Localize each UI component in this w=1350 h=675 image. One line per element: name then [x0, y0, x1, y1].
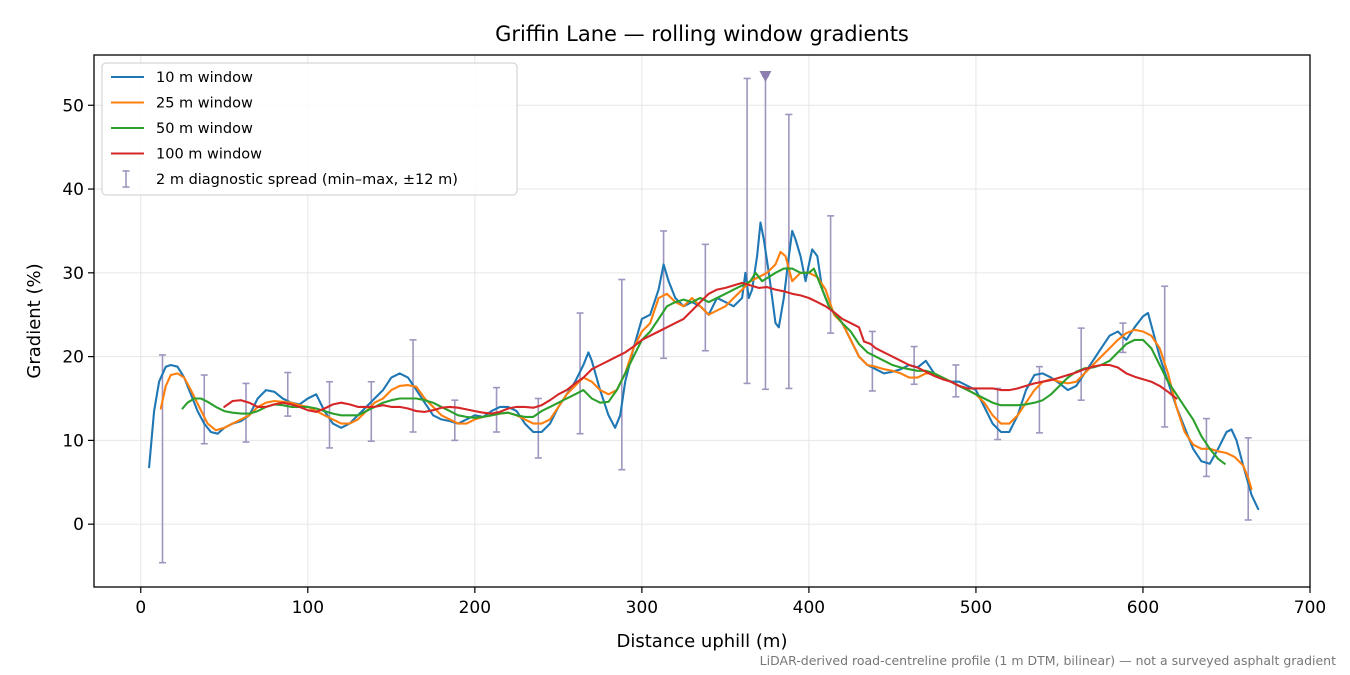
- y-axis-ticks: 0 10 20 30 40 50: [62, 96, 94, 535]
- errorbar: [158, 354, 166, 564]
- y-tick-label: 50: [62, 96, 84, 116]
- legend-label: 2 m diagnostic spread (min–max, ±12 m): [156, 172, 458, 188]
- x-tick-label: 700: [1294, 598, 1326, 618]
- x-tick-label: 200: [459, 598, 491, 618]
- errorbar: [743, 77, 751, 385]
- y-tick-label: 40: [62, 180, 84, 200]
- x-tick-label: 600: [1127, 598, 1159, 618]
- legend-item: 10 m window: [111, 70, 253, 86]
- errorbar: [618, 278, 626, 471]
- errorbar: [1161, 285, 1169, 428]
- legend-item: 25 m window: [111, 96, 253, 112]
- x-axis-ticks: 0 100 200 300 400 500 600 700: [135, 587, 1326, 618]
- x-tick-label: 0: [135, 598, 146, 618]
- errorbar: [1202, 417, 1210, 478]
- errorbar: [367, 380, 375, 443]
- series-line-1: [148, 221, 1260, 511]
- legend-label: 25 m window: [156, 96, 253, 112]
- x-tick-label: 500: [960, 598, 992, 618]
- x-tick-label: 400: [793, 598, 825, 618]
- errorbar: [534, 397, 542, 459]
- series-line-4: [223, 281, 1178, 415]
- errorbar: [326, 380, 334, 449]
- plot-frame: [93, 54, 1311, 588]
- peak-marker-triangle: [759, 70, 772, 82]
- errorbar: [868, 330, 876, 392]
- errorbar: [200, 374, 208, 445]
- legend-item: 2 m diagnostic spread (min–max, ±12 m): [122, 170, 458, 188]
- errorbar: [284, 371, 292, 417]
- legend-item: 100 m window: [111, 147, 262, 163]
- legend-label: 10 m window: [156, 70, 253, 86]
- y-tick-label: 10: [62, 431, 84, 451]
- series-lines: [148, 221, 1260, 511]
- legend-label: 50 m window: [156, 121, 253, 137]
- y-tick-label: 0: [73, 515, 84, 535]
- legend-label: 100 m window: [156, 147, 262, 163]
- errorbar: [493, 386, 501, 433]
- legend-item: 50 m window: [111, 121, 253, 137]
- legend: 10 m window 25 m window 50 m window 100 m w…: [101, 62, 518, 196]
- x-tick-label: 300: [626, 598, 658, 618]
- chart-title: Griffin Lane — rolling window gradients: [495, 22, 909, 46]
- series-line-3: [181, 267, 1226, 465]
- y-axis-label: Gradient (%): [24, 263, 45, 378]
- legend-swatch: [122, 170, 130, 188]
- errorbar: [827, 215, 835, 334]
- y-tick-label: 20: [62, 348, 84, 368]
- errorbar: [1077, 327, 1085, 401]
- x-tick-label: 100: [292, 598, 324, 618]
- legend-box: [101, 62, 518, 196]
- y-tick-label: 30: [62, 264, 84, 284]
- x-axis-label: Distance uphill (m): [617, 631, 788, 652]
- errorbar: [1035, 365, 1043, 434]
- footnote: LiDAR-derived road-centreline profile (1…: [760, 653, 1336, 668]
- peak-marker: [759, 70, 772, 82]
- series-line-2: [159, 250, 1253, 491]
